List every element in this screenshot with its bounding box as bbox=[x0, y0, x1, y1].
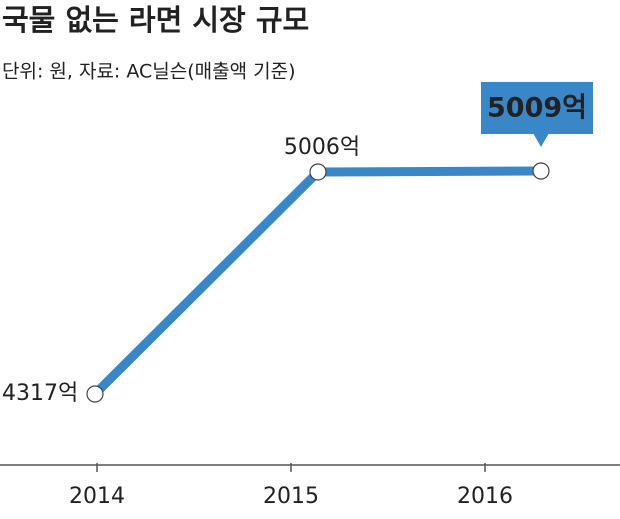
chart-title: 국물 없는 라면 시장 규모 bbox=[2, 3, 309, 37]
data-label: 4317억 bbox=[2, 381, 78, 406]
data-label: 5009억 bbox=[487, 93, 587, 124]
highlight-box bbox=[481, 82, 593, 134]
highlight-pointer bbox=[533, 133, 549, 147]
x-tick-label: 2016 bbox=[457, 484, 513, 509]
x-tick-label: 2014 bbox=[69, 484, 125, 509]
chart-subtitle: 단위: 원, 자료: AC닐슨(매출액 기준) bbox=[2, 61, 296, 83]
point bbox=[532, 162, 550, 180]
x-tick-label: 2015 bbox=[263, 484, 319, 509]
point bbox=[86, 385, 104, 403]
line bbox=[91, 166, 542, 398]
data-label: 5006억 bbox=[284, 135, 360, 160]
point bbox=[309, 163, 327, 181]
